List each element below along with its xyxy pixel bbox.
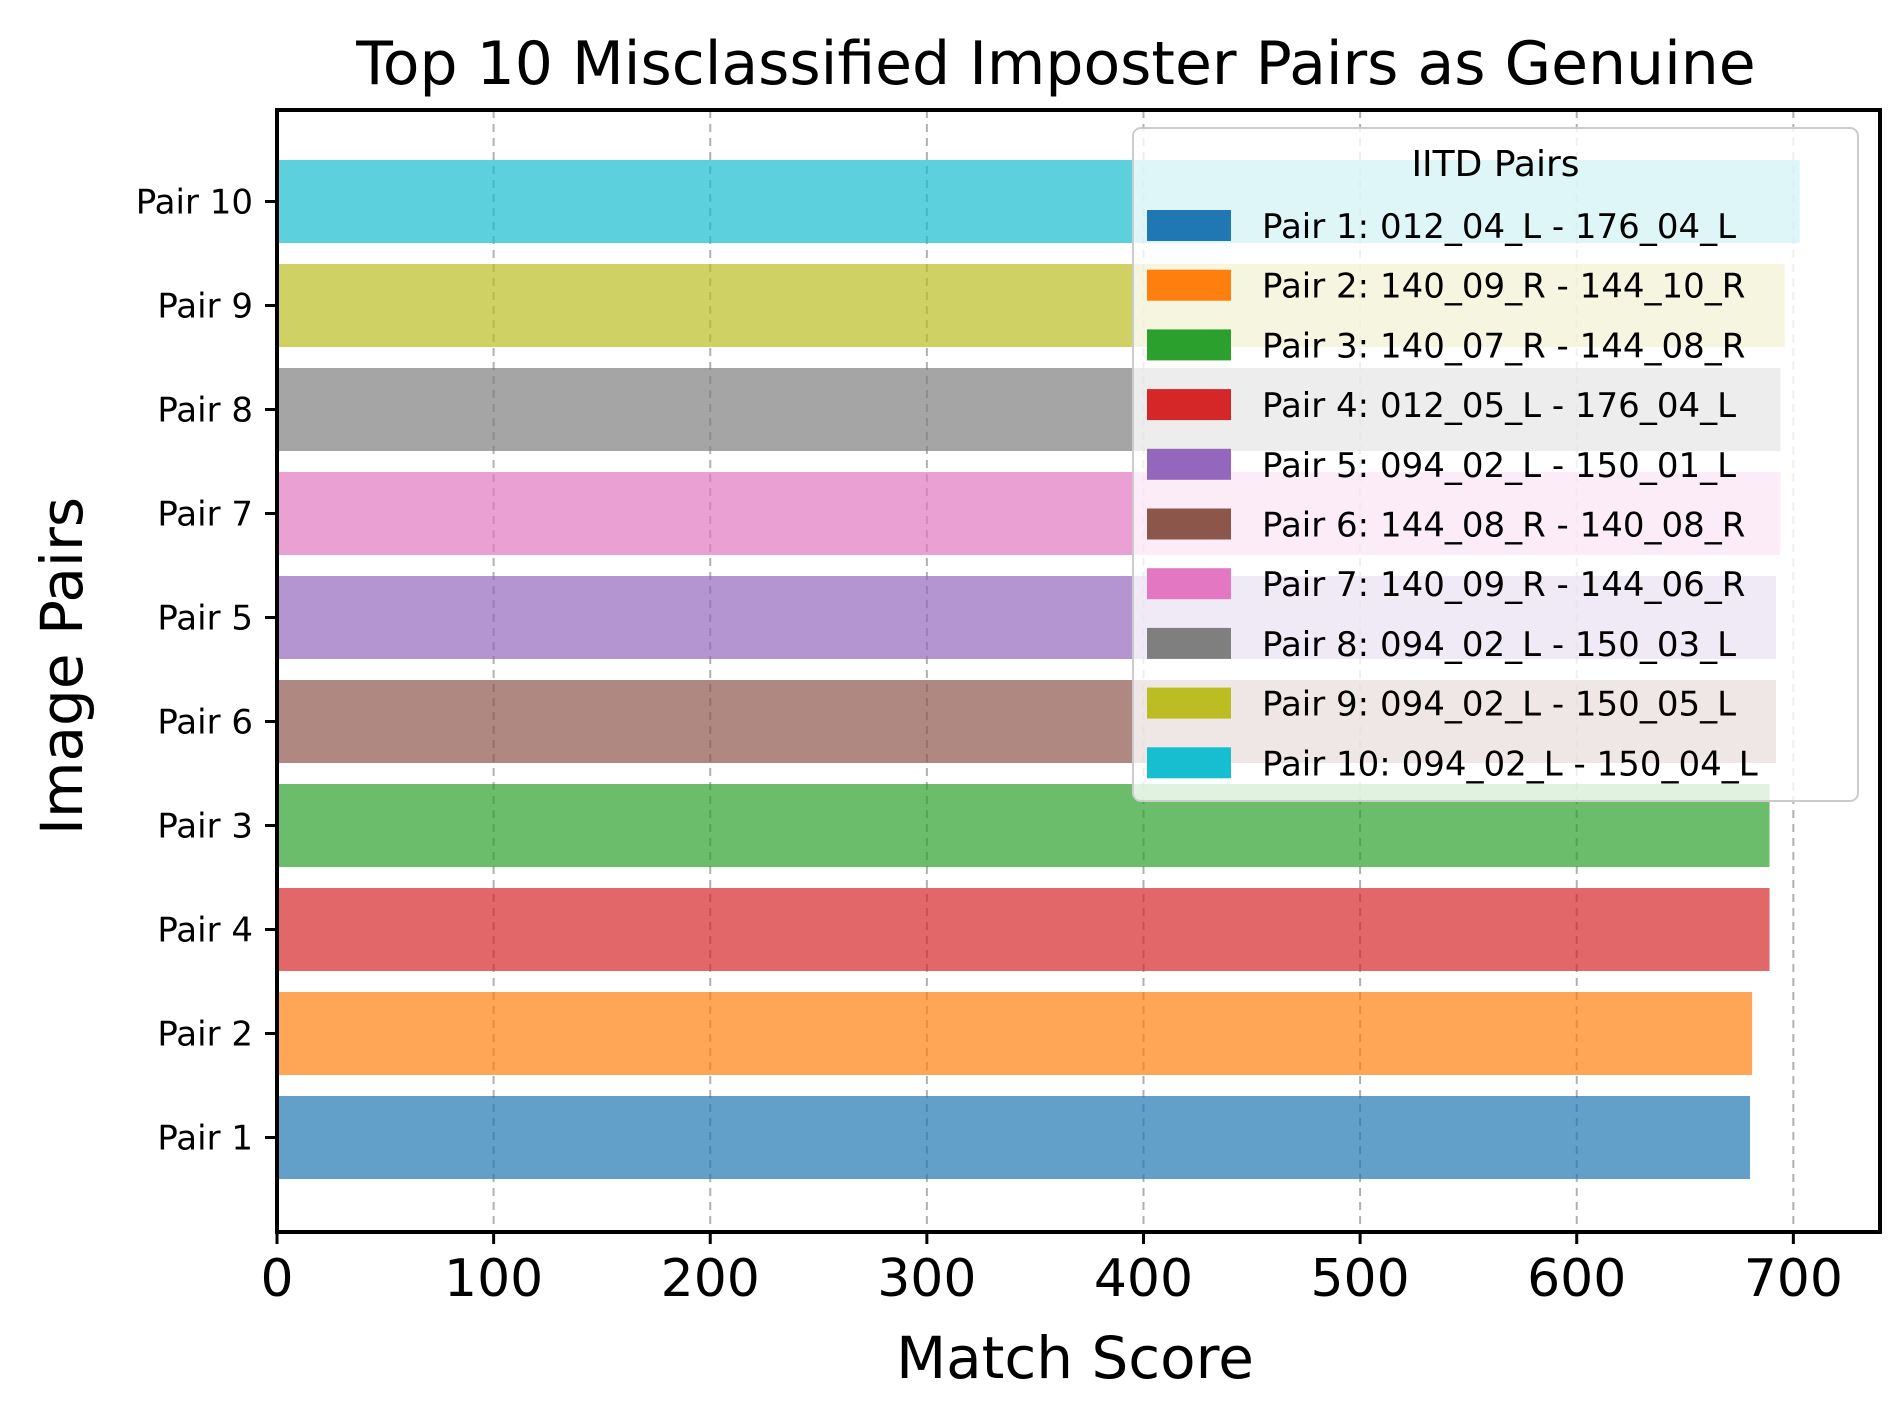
y-axis-label: Image Pairs [28, 497, 96, 835]
legend-swatch-9 [1147, 687, 1231, 719]
legend-swatch-4 [1147, 389, 1231, 421]
y-tick-label-0: Pair 1 [157, 1119, 253, 1159]
x-tick-label-3: 300 [877, 1249, 976, 1309]
legend-label-3: Pair 3: 140_07_R - 144_08_R [1262, 326, 1745, 366]
legend-swatch-3 [1147, 329, 1231, 361]
x-tick-label-7: 700 [1744, 1249, 1843, 1309]
legend-swatch-6 [1147, 508, 1231, 540]
bar-pair-1 [277, 1096, 1751, 1179]
legend-label-2: Pair 2: 140_09_R - 144_10_R [1262, 267, 1745, 307]
y-tick-label-5: Pair 5 [157, 599, 253, 639]
legend-title: IITD Pairs [1411, 144, 1579, 185]
bar-pair-2 [277, 992, 1753, 1075]
legend-swatch-5 [1147, 448, 1231, 480]
legend: IITD Pairs Pair 1: 012_04_L - 176_04_L Pai… [1132, 127, 1859, 802]
legend-swatch-2 [1147, 269, 1231, 301]
x-tick-label-1: 100 [444, 1249, 543, 1309]
chart-title: Top 10 Misclassified Imposter Pairs as G… [355, 29, 1755, 99]
y-tick-label-7: Pair 8 [157, 391, 253, 431]
legend-swatch-7 [1147, 568, 1231, 600]
y-tick-label-9: Pair 10 [136, 183, 253, 223]
y-tick-label-6: Pair 7 [157, 495, 253, 535]
legend-swatch-1 [1147, 210, 1231, 241]
legend-label-4: Pair 4: 012_05_L - 176_04_L [1262, 386, 1736, 426]
legend-swatch-8 [1147, 627, 1231, 659]
y-tick-label-1: Pair 2 [157, 1015, 253, 1055]
plot-frame [275, 108, 1882, 1234]
legend-label-7: Pair 7: 140_09_R - 144_06_R [1262, 565, 1745, 605]
y-tick-label-8: Pair 9 [157, 287, 253, 327]
y-tick-label-3: Pair 3 [157, 807, 253, 847]
x-tick-label-6: 600 [1527, 1249, 1626, 1309]
legend-label-1: Pair 1: 012_04_L - 176_04_L [1262, 207, 1736, 247]
bar-pair-4 [277, 888, 1770, 971]
x-axis-label: Match Score [896, 1324, 1254, 1392]
x-tick-label-4: 400 [1094, 1249, 1193, 1309]
legend-label-8: Pair 8: 094_02_L - 150_03_L [1262, 625, 1736, 665]
legend-label-9: Pair 9: 094_02_L - 150_05_L [1262, 685, 1736, 725]
legend-swatch-10 [1147, 747, 1231, 779]
legend-label-5: Pair 5: 094_02_L - 150_01_L [1262, 446, 1736, 486]
legend-label-10: Pair 10: 094_02_L - 150_04_L [1262, 744, 1758, 784]
y-ticks: Pair 1 Pair 2 Pair 4 Pair 3 Pair 6 Pair 5 Pair… [136, 183, 277, 1159]
axes [275, 108, 1882, 1234]
x-tick-label-0: 0 [260, 1249, 293, 1309]
x-ticks: 0 100 200 300 400 500 600 700 [260, 1232, 1843, 1309]
x-tick-label-2: 200 [661, 1249, 760, 1309]
legend-box [1132, 127, 1859, 802]
y-tick-label-2: Pair 4 [157, 911, 253, 951]
legend-label-6: Pair 6: 144_08_R - 140_08_R [1262, 506, 1745, 546]
x-tick-label-5: 500 [1310, 1249, 1409, 1309]
y-tick-label-4: Pair 6 [157, 703, 253, 743]
